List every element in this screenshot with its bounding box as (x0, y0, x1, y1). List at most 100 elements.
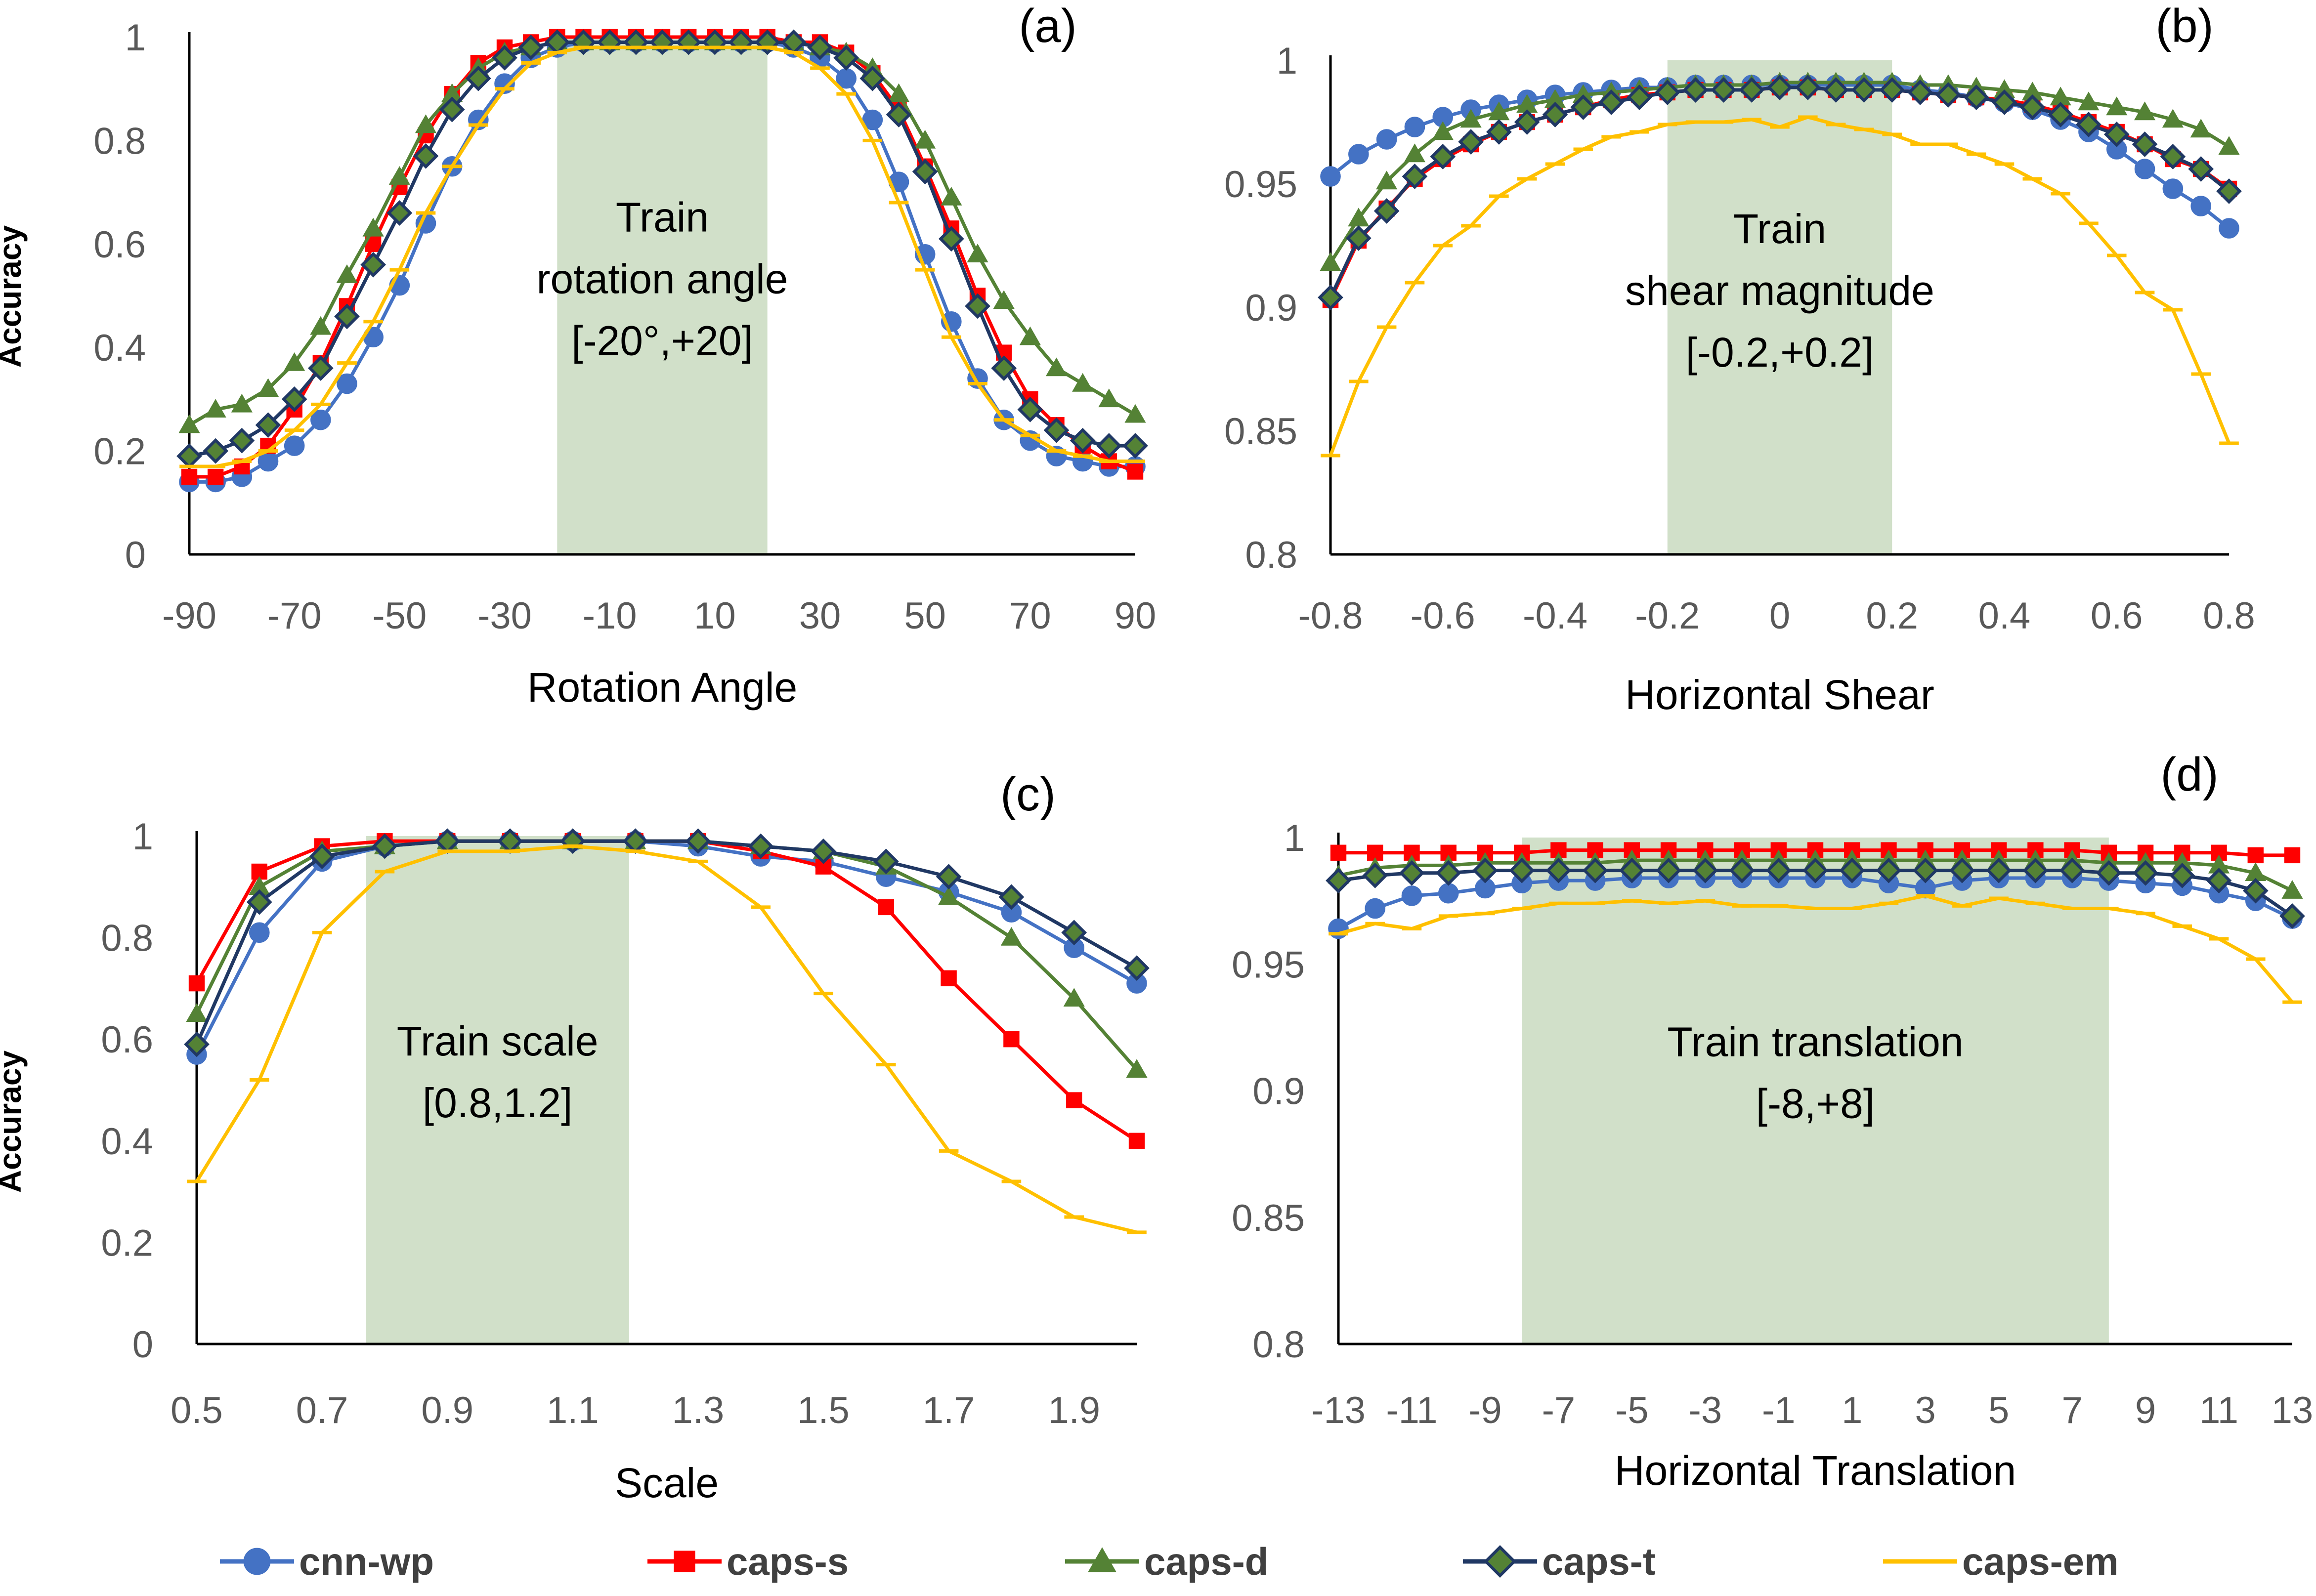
data-point (188, 975, 205, 992)
data-point (2076, 112, 2102, 137)
data-point (362, 217, 384, 237)
data-point (1122, 433, 1148, 459)
series-caps-t (1326, 857, 2305, 929)
data-point (1000, 927, 1022, 946)
data-point (2162, 178, 2184, 199)
data-point (1124, 955, 1150, 981)
x-tick-label: 0.4 (1978, 595, 2031, 637)
data-point (2106, 96, 2128, 116)
series-line (195, 844, 1137, 1234)
legend-label: caps-d (1144, 1540, 1268, 1583)
chart-panel: 0 0.2 0.4 0.6 0.8 1 -90 -70 -50 -30 -10 10 30 50 70 90 R… (0, 0, 1156, 711)
data-point (1572, 84, 1594, 103)
legend-item: caps-d (1065, 1540, 1268, 1583)
data-point (685, 828, 711, 854)
x-tick-label: -70 (267, 595, 322, 637)
data-point (2103, 122, 2130, 147)
data-point (2190, 119, 2212, 138)
data-point (991, 355, 1017, 381)
legend-marker (1483, 1545, 1517, 1578)
data-point (2096, 860, 2122, 886)
data-point (2216, 178, 2242, 204)
train-region-label: [-0.2,+0.2] (1686, 329, 1874, 376)
data-point (1063, 988, 1085, 1007)
train-region (366, 836, 629, 1344)
x-tick-label: 50 (904, 595, 946, 637)
data-point (1542, 102, 1568, 127)
data-point (2162, 109, 2184, 128)
x-tick-label: 0.6 (2091, 595, 2143, 637)
legend-item: caps-em (1883, 1540, 2119, 1583)
legend-label: caps-em (1962, 1540, 2119, 1583)
legend-marker (243, 1548, 271, 1575)
data-point (1124, 404, 1146, 423)
data-point (2219, 218, 2239, 239)
x-tick-label: 0.9 (421, 1389, 473, 1431)
data-point (859, 65, 886, 91)
data-point (2019, 94, 2046, 120)
panel-label: (d) (2160, 748, 2218, 801)
series-caps-em (179, 45, 1145, 468)
data-point (284, 352, 305, 371)
data-point (492, 45, 517, 71)
data-point (2218, 136, 2240, 155)
data-point (1802, 857, 1828, 883)
data-point (1765, 857, 1792, 883)
data-point (807, 35, 833, 60)
series-line (195, 839, 1138, 1045)
data-point (1654, 80, 1680, 105)
y-tick-label: 0.6 (93, 224, 146, 266)
train-region-label: [-20°,+20] (571, 318, 753, 364)
data-point (1460, 109, 1482, 128)
x-tick-label: -10 (583, 595, 637, 637)
data-point (649, 29, 675, 55)
x-tick-label: 1 (1842, 1389, 1862, 1431)
chart-panel: 0 0.2 0.4 0.6 0.8 1 0.5 0.7 0.9 1.1 1.3 1.5 1.7 1.9 Sc… (0, 768, 1150, 1506)
legend-label: caps-s (727, 1540, 849, 1583)
data-point (1486, 119, 1512, 145)
data-point (2048, 102, 2073, 127)
x-tick-label: -90 (162, 595, 216, 637)
data-point (1570, 94, 1596, 120)
data-point (2022, 857, 2049, 883)
y-tick-label: 0.6 (101, 1019, 153, 1061)
legend-label: cnn-wp (299, 1540, 434, 1583)
data-point (1935, 82, 1961, 108)
y-tick-label: 0.4 (101, 1121, 153, 1163)
y-tick-label: 0.2 (101, 1222, 153, 1264)
x-tick-label: 70 (1009, 595, 1051, 637)
data-point (176, 443, 202, 469)
data-point (570, 29, 597, 55)
data-point (1318, 285, 1343, 310)
data-point (1376, 170, 1398, 190)
data-point (207, 468, 224, 485)
data-point (249, 922, 270, 943)
x-tick-label: -0.2 (1635, 595, 1700, 637)
data-point (1432, 121, 1454, 140)
train-region-label: Train (1733, 206, 1826, 252)
data-point (1545, 857, 1572, 883)
data-point (439, 96, 465, 123)
data-point (465, 65, 491, 91)
data-point (1795, 75, 1821, 100)
x-tick-label: -13 (1311, 1389, 1366, 1431)
data-point (1404, 143, 1426, 163)
data-point (1348, 144, 1369, 165)
data-point (1072, 373, 1094, 392)
data-point (1907, 80, 1933, 105)
train-region-label: Train translation (1667, 1019, 1963, 1065)
data-point (205, 399, 226, 418)
data-point (386, 200, 413, 226)
data-point (1851, 77, 1877, 103)
train-region-label: Train scale (397, 1018, 599, 1064)
data-point (833, 45, 859, 71)
y-axis-title: Accuracy (0, 225, 28, 368)
series-caps-s (188, 833, 1145, 1149)
data-point (811, 838, 836, 864)
x-tick-label: 30 (799, 595, 841, 637)
data-point (246, 889, 272, 915)
y-tick-label: 0.8 (93, 120, 146, 162)
data-point (1879, 77, 1905, 103)
x-tick-label: 7 (2061, 1389, 2082, 1431)
y-tick-label: 0.8 (1252, 1324, 1305, 1366)
